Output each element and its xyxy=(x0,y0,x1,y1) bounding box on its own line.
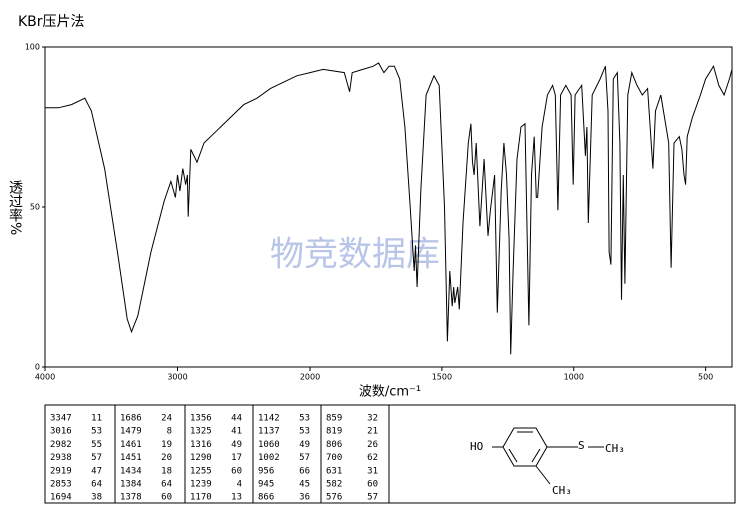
peak-transmittance: 62 xyxy=(367,453,378,463)
structure-ring xyxy=(492,427,604,485)
structure-label: CH₃ xyxy=(552,484,572,497)
peak-transmittance: 4 xyxy=(237,480,242,490)
peak-wavenumber: 2853 xyxy=(50,480,72,490)
peak-transmittance: 36 xyxy=(299,493,310,503)
peak-transmittance: 18 xyxy=(161,466,172,476)
peak-transmittance: 60 xyxy=(231,466,242,476)
peak-wavenumber: 1316 xyxy=(190,440,212,450)
structure-label: S xyxy=(578,439,585,452)
x-tick-label: 500 xyxy=(698,373,713,382)
peak-wavenumber: 1451 xyxy=(120,453,142,463)
peak-wavenumber: 1002 xyxy=(258,453,280,463)
peak-transmittance: 17 xyxy=(231,453,242,463)
peak-transmittance: 55 xyxy=(91,440,102,450)
peak-wavenumber: 582 xyxy=(326,480,342,490)
peak-wavenumber: 819 xyxy=(326,427,342,437)
peak-wavenumber: 1060 xyxy=(258,440,280,450)
peak-transmittance: 31 xyxy=(367,466,378,476)
peak-transmittance: 57 xyxy=(367,493,378,503)
peak-transmittance: 38 xyxy=(91,493,102,503)
x-axis-label: 波数/cm⁻¹ xyxy=(359,385,421,400)
peak-wavenumber: 3016 xyxy=(50,427,72,437)
title: KBr压片法 xyxy=(18,14,85,30)
structure-label: CH₃ xyxy=(605,442,625,455)
table-frame xyxy=(44,404,736,504)
peak-transmittance: 66 xyxy=(299,466,310,476)
peak-transmittance: 57 xyxy=(91,453,102,463)
peak-wavenumber: 1461 xyxy=(120,440,142,450)
peak-wavenumber: 1378 xyxy=(120,493,142,503)
x-tick-label: 1000 xyxy=(564,373,584,382)
peak-transmittance: 49 xyxy=(231,440,242,450)
peak-wavenumber: 631 xyxy=(326,466,342,476)
y-axis-label: 透过率% xyxy=(7,180,23,235)
peak-transmittance: 64 xyxy=(161,480,172,490)
peak-transmittance: 21 xyxy=(367,427,378,437)
peak-transmittance: 57 xyxy=(299,453,310,463)
peak-transmittance: 41 xyxy=(231,427,242,437)
x-tick-label: 1500 xyxy=(432,373,452,382)
peak-wavenumber: 1325 xyxy=(190,427,212,437)
peak-wavenumber: 1479 xyxy=(120,427,142,437)
peak-transmittance: 24 xyxy=(161,414,172,424)
peak-transmittance: 20 xyxy=(161,453,172,463)
peak-wavenumber: 945 xyxy=(258,480,274,490)
peak-wavenumber: 859 xyxy=(326,414,342,424)
peak-transmittance: 60 xyxy=(367,480,378,490)
x-tick-label: 4000 xyxy=(35,373,55,382)
peak-wavenumber: 1255 xyxy=(190,466,212,476)
x-tick-label: 3000 xyxy=(167,373,187,382)
peak-wavenumber: 806 xyxy=(326,440,342,450)
peak-wavenumber: 956 xyxy=(258,466,274,476)
peak-transmittance: 32 xyxy=(367,414,378,424)
peak-transmittance: 47 xyxy=(91,466,102,476)
spectrum-line xyxy=(45,62,733,355)
peak-transmittance: 53 xyxy=(91,427,102,437)
peak-transmittance: 26 xyxy=(367,440,378,450)
peak-wavenumber: 1290 xyxy=(190,453,212,463)
plot-frame xyxy=(44,46,733,368)
peak-transmittance: 19 xyxy=(161,440,172,450)
peak-transmittance: 53 xyxy=(299,414,310,424)
peak-wavenumber: 1434 xyxy=(120,466,142,476)
peak-transmittance: 49 xyxy=(299,440,310,450)
watermark: 物竞数据库 xyxy=(270,235,440,275)
peak-transmittance: 45 xyxy=(299,480,310,490)
peak-wavenumber: 866 xyxy=(258,493,274,503)
structure-label: HO xyxy=(470,440,483,453)
peak-wavenumber: 1239 xyxy=(190,480,212,490)
peak-wavenumber: 2982 xyxy=(50,440,72,450)
y-tick-label: 50 xyxy=(30,203,40,212)
peak-wavenumber: 576 xyxy=(326,493,342,503)
peak-wavenumber: 1686 xyxy=(120,414,142,424)
peak-wavenumber: 1142 xyxy=(258,414,280,424)
peak-transmittance: 44 xyxy=(231,414,242,424)
peak-wavenumber: 1170 xyxy=(190,493,212,503)
peak-wavenumber: 1137 xyxy=(258,427,280,437)
peak-wavenumber: 2919 xyxy=(50,466,72,476)
x-tick-label: 2000 xyxy=(300,373,320,382)
peak-wavenumber: 2938 xyxy=(50,453,72,463)
peak-transmittance: 8 xyxy=(167,427,172,437)
y-tick-label: 0 xyxy=(35,363,40,372)
peak-wavenumber: 1384 xyxy=(120,480,142,490)
peak-transmittance: 11 xyxy=(91,414,102,424)
peak-wavenumber: 1694 xyxy=(50,493,72,503)
peak-wavenumber: 3347 xyxy=(50,414,72,424)
peak-wavenumber: 700 xyxy=(326,453,342,463)
y-tick-label: 100 xyxy=(25,43,40,52)
peak-transmittance: 64 xyxy=(91,480,102,490)
peak-transmittance: 13 xyxy=(231,493,242,503)
peak-transmittance: 53 xyxy=(299,427,310,437)
peak-wavenumber: 1356 xyxy=(190,414,212,424)
peak-transmittance: 60 xyxy=(161,493,172,503)
